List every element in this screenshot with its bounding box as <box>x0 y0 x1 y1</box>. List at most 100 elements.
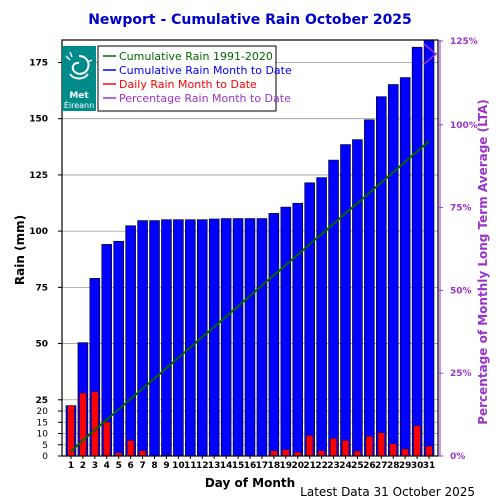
x-tick-label: 17 <box>256 461 269 471</box>
cumulative-bar <box>376 96 387 457</box>
x-tick-label: 8 <box>151 461 157 471</box>
daily-bar <box>377 432 385 457</box>
y-tick-label: 20 <box>37 407 49 417</box>
x-tick-label: 31 <box>423 461 436 471</box>
daily-bar <box>425 445 433 457</box>
cumulative-bar <box>280 206 292 457</box>
daily-bars <box>67 391 433 457</box>
swirl-icon <box>65 51 93 80</box>
x-tick-label: 9 <box>163 461 169 471</box>
logo-text-eireann: Éireann <box>64 99 94 110</box>
y-tick-label: 175 <box>29 58 48 68</box>
y-tick-label: 15 <box>37 418 48 428</box>
y2-tick-label: 100% <box>450 121 478 131</box>
daily-bar <box>79 392 87 457</box>
x-tick-label: 12 <box>196 461 209 471</box>
daily-bar <box>389 443 397 457</box>
y2-tick-label: 0% <box>450 452 465 462</box>
cumulative-bar <box>268 213 280 457</box>
cumulative-bar <box>185 219 196 457</box>
cumulative-bar <box>364 119 375 457</box>
cumulative-bar <box>304 182 315 457</box>
x-tick-label: 18 <box>268 461 281 471</box>
cumulative-bar <box>399 77 411 457</box>
y-tick-label: 0 <box>42 452 48 462</box>
cumulative-bar <box>411 46 423 457</box>
x-tick-label: 10 <box>172 461 185 471</box>
x-tick-label: 16 <box>244 461 257 471</box>
x-tick-label: 6 <box>128 461 134 471</box>
cumulative-bar <box>149 220 160 457</box>
cumulative-bar <box>208 218 220 457</box>
daily-bar <box>401 448 409 457</box>
cumulative-bar <box>292 202 304 457</box>
x-tick-label: 19 <box>280 461 293 471</box>
cumulative-bar <box>352 139 363 457</box>
daily-bar <box>103 421 111 457</box>
y-axis-label: Rain (mm) <box>13 215 27 285</box>
y-tick-label: 10 <box>37 430 49 440</box>
x-axis-label: Day of Month <box>205 476 295 490</box>
y-tick-label: 50 <box>35 340 48 350</box>
cumulative-bar <box>316 177 327 457</box>
x-tick-label: 27 <box>375 461 388 471</box>
daily-bar <box>127 440 135 457</box>
y2-tick-label: 25% <box>450 369 472 379</box>
x-tick-label: 29 <box>399 461 412 471</box>
x-tick-label: 4 <box>104 461 110 471</box>
daily-bar <box>139 450 147 457</box>
x-tick-label: 21 <box>303 461 316 471</box>
daily-bar <box>306 435 314 457</box>
y-tick-label: 150 <box>29 115 48 125</box>
x-tick-label: 20 <box>291 461 304 471</box>
chart-title: Newport - Cumulative Rain October 2025 <box>88 12 412 28</box>
x-tick-label: 2 <box>80 461 86 471</box>
y-tick-label: 125 <box>29 171 48 181</box>
cumulative-bar <box>340 144 351 457</box>
x-tick-label: 5 <box>116 461 122 471</box>
daily-bar <box>318 450 326 457</box>
logo-text-met: Met <box>69 91 89 101</box>
x-tick-label: 13 <box>208 461 221 471</box>
x-tick-label: 14 <box>220 461 233 471</box>
daily-bar <box>342 440 349 457</box>
daily-bar <box>353 450 361 457</box>
lta-line <box>70 140 430 453</box>
x-tick-label: 26 <box>363 461 376 471</box>
x-tick-label: 1 <box>68 461 74 471</box>
legend-label: Daily Rain Month to Date <box>119 78 257 91</box>
cumulative-bar <box>220 218 232 457</box>
y2-tick-label: 125% <box>450 37 478 47</box>
cumulative-bar <box>125 225 136 457</box>
x-tick-label: 11 <box>184 461 197 471</box>
met-eireann-logo: Met Éireann <box>62 46 96 111</box>
daily-bar <box>330 438 337 457</box>
y-tick-label: 75 <box>35 283 48 293</box>
cumulative-bar <box>232 218 244 457</box>
lines-layer <box>70 43 438 453</box>
daily-bar <box>365 436 373 457</box>
x-tick-label: 23 <box>327 461 340 471</box>
cumulative-bar <box>328 159 339 457</box>
daily-bar <box>282 449 290 457</box>
footer-text: Latest Data 31 October 2025 <box>300 485 475 499</box>
cumulative-bar <box>423 39 435 457</box>
legend-label: Percentage Rain Month to Date <box>119 92 291 105</box>
y2-tick-label: 75% <box>450 204 472 214</box>
daily-bar <box>413 425 421 457</box>
legend-box <box>97 45 277 112</box>
x-tick-label: 28 <box>387 461 400 471</box>
cumulative-bar <box>256 218 268 457</box>
cumulative-bar <box>387 84 399 457</box>
y2-tick-label: 50% <box>450 286 472 296</box>
x-tick-label: 3 <box>92 461 98 471</box>
x-tick-label: 25 <box>351 461 364 471</box>
y2-axis-label: Percentage of Monthly Long Term Average … <box>476 99 490 425</box>
cumulative-bar <box>113 240 124 457</box>
legend-label: Cumulative Rain Month to Date <box>119 64 292 77</box>
daily-bar <box>270 450 278 457</box>
x-tick-label: 15 <box>232 461 245 471</box>
